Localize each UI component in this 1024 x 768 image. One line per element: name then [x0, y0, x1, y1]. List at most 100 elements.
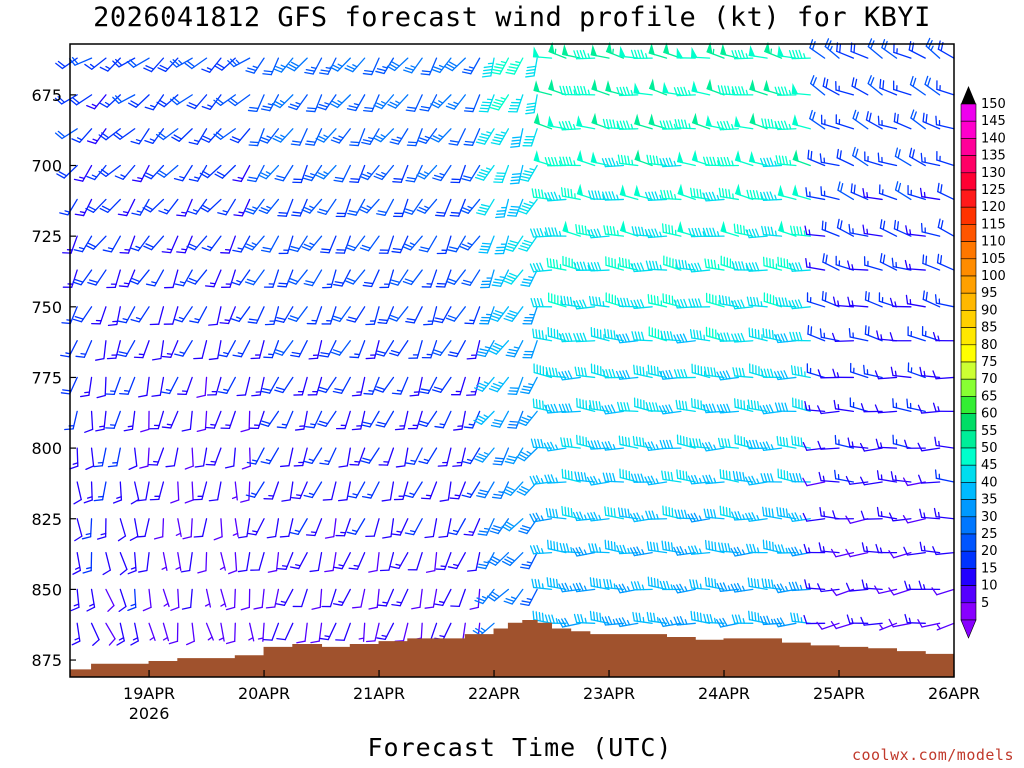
barb-full: [229, 138, 239, 144]
wind-barb: [291, 198, 308, 217]
barb-full: [719, 469, 722, 479]
wind-barb: [332, 588, 351, 606]
wind-barb: [205, 622, 214, 641]
barb-full: [463, 68, 474, 72]
wind-barb: [495, 198, 510, 219]
colorbar-swatch: [960, 447, 977, 466]
wind-barb: [112, 57, 136, 68]
barb-half: [79, 211, 86, 214]
wind-barb: [387, 94, 409, 109]
wind-barb: [189, 306, 208, 324]
barb-pennant: [591, 79, 598, 92]
barb-full: [418, 206, 428, 212]
wind-barb: [393, 198, 409, 218]
colorbar-label: 60: [981, 407, 998, 422]
barb-full: [523, 202, 533, 207]
barb-full: [737, 398, 740, 409]
barb-full: [476, 384, 486, 390]
barb-half: [587, 89, 591, 96]
wind-barb: [333, 552, 351, 570]
wind-barb: [344, 57, 366, 73]
wind-barb: [148, 622, 156, 641]
barb-full: [544, 192, 549, 202]
wind-barb: [174, 269, 193, 287]
wind-barb: [504, 447, 524, 465]
barb-full: [73, 178, 84, 182]
wind-barb: [95, 340, 107, 361]
barb-full: [561, 618, 567, 628]
barb-full: [324, 569, 334, 573]
barb-half: [179, 176, 185, 179]
barb-full: [628, 259, 631, 269]
barb-full: [131, 179, 142, 183]
barb-full: [58, 171, 68, 177]
barb-full: [230, 97, 239, 105]
barb-full: [558, 371, 564, 381]
barb-half: [206, 67, 213, 71]
wind-barb: [349, 128, 366, 147]
barb-full: [581, 225, 584, 235]
wind-barb: [402, 269, 423, 286]
barb-full: [143, 245, 153, 251]
barb-pennant: [576, 115, 583, 128]
barb-full: [287, 280, 297, 285]
barb-full: [201, 68, 211, 73]
barb-half: [468, 66, 475, 69]
barb-full: [158, 170, 168, 176]
wind-barb: [290, 128, 308, 146]
barb-full: [74, 213, 85, 217]
colorbar-swatch: [960, 258, 977, 277]
barb-full: [520, 527, 530, 532]
colorbar-label: 10: [981, 579, 998, 594]
chart-title: 2026041812 GFS forecast wind profile (kt…: [93, 2, 931, 33]
barb-full: [130, 140, 140, 145]
barb-full: [568, 85, 573, 96]
barb-half: [207, 245, 213, 249]
wind-barb: [205, 447, 222, 466]
barb-half: [84, 391, 91, 394]
barb-full: [278, 212, 289, 214]
barb-half: [220, 602, 226, 607]
colorbar-label: 50: [981, 441, 998, 456]
barb-full: [568, 120, 573, 130]
barb-full: [406, 318, 417, 321]
barb-half: [337, 99, 343, 104]
barb-half: [424, 205, 430, 209]
wind-barb: [220, 269, 236, 288]
wind-barb: [258, 128, 280, 144]
barb-full: [582, 332, 587, 342]
barb-half: [837, 403, 840, 410]
barb-full: [391, 533, 401, 536]
barb-half: [223, 388, 229, 392]
barb-full: [346, 277, 356, 283]
barb-full: [476, 597, 486, 602]
barb-full: [308, 357, 319, 360]
wind-barb: [361, 410, 380, 428]
barb-full: [853, 184, 856, 195]
barb-half: [396, 530, 403, 533]
barb-full: [377, 421, 387, 425]
wind-barb: [72, 552, 82, 575]
barb-half: [500, 131, 507, 134]
barb-full: [708, 540, 711, 551]
wind-barb: [573, 85, 596, 96]
wind-barb: [533, 80, 553, 96]
barb-full: [417, 423, 428, 427]
barb-full: [550, 540, 553, 551]
barb-full: [682, 470, 685, 481]
wind-barb: [546, 577, 567, 591]
wind-barb: [292, 588, 308, 608]
barb-full: [503, 317, 513, 322]
barb-full: [390, 565, 400, 569]
barb-full: [656, 366, 659, 377]
barb-half: [194, 318, 201, 321]
barb-full: [72, 97, 80, 104]
barb-half: [91, 103, 98, 107]
barb-half: [453, 563, 459, 567]
barb-full: [330, 351, 341, 356]
wind-barb: [525, 94, 538, 115]
wind-barb: [274, 306, 294, 323]
barb-full: [168, 640, 179, 645]
credit-link[interactable]: coolwx.com/models: [851, 746, 1014, 764]
barb-half: [865, 583, 869, 590]
